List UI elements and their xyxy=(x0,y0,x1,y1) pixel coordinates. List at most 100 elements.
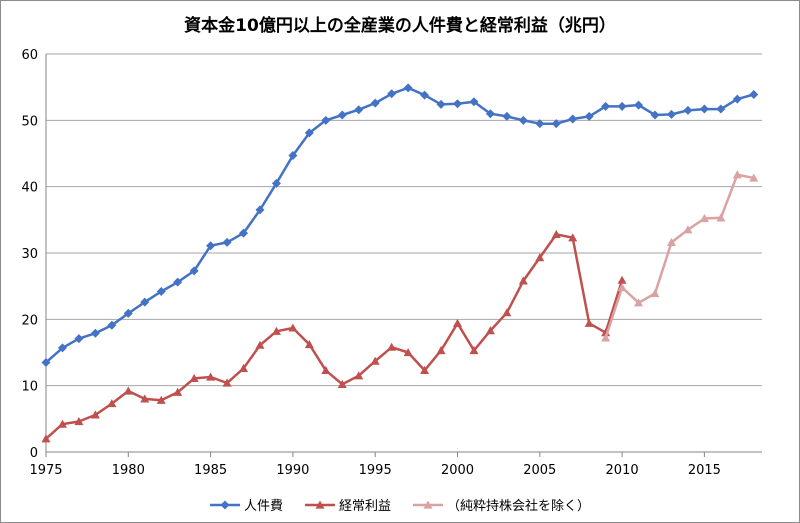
legend-swatch-0 xyxy=(209,500,240,509)
data-point-0 xyxy=(321,115,331,125)
data-point-0 xyxy=(354,105,364,115)
legend-item-2: （純粋持株会社を除く） xyxy=(413,495,590,514)
data-point-1 xyxy=(535,253,545,262)
data-point-0 xyxy=(173,277,183,287)
data-point-0 xyxy=(74,334,84,344)
data-point-1 xyxy=(485,326,495,335)
y-tick-label: 50 xyxy=(21,114,38,129)
data-point-2 xyxy=(650,288,660,298)
data-point-0 xyxy=(370,98,380,108)
data-point-0 xyxy=(666,109,676,119)
data-point-1 xyxy=(518,276,528,285)
data-point-1 xyxy=(140,394,150,403)
data-point-0 xyxy=(584,111,594,121)
data-point-1 xyxy=(74,416,84,426)
data-point-1 xyxy=(239,363,249,373)
x-tick-label: 2005 xyxy=(523,463,556,478)
data-point-1 xyxy=(255,340,265,349)
data-point-0 xyxy=(502,111,512,121)
data-point-0 xyxy=(90,328,100,338)
legend-label: （純粋持株会社を除く） xyxy=(447,499,591,514)
x-tick-label: 1985 xyxy=(194,463,227,478)
data-point-0 xyxy=(699,104,709,114)
x-tick-label: 1975 xyxy=(29,463,62,478)
data-point-0 xyxy=(650,110,660,120)
x-tick-label: 1995 xyxy=(359,463,392,478)
data-point-1 xyxy=(370,356,380,365)
data-point-0 xyxy=(716,104,726,114)
data-point-0 xyxy=(732,94,742,104)
data-point-2 xyxy=(683,225,693,234)
data-point-2 xyxy=(634,298,644,307)
data-point-1 xyxy=(173,387,183,396)
data-point-1 xyxy=(568,233,578,242)
x-tick-label: 2000 xyxy=(441,463,474,478)
data-point-0 xyxy=(749,89,759,99)
data-point-1 xyxy=(90,410,100,419)
data-point-2 xyxy=(617,282,627,292)
data-point-0 xyxy=(617,101,627,111)
data-point-0 xyxy=(107,320,117,330)
data-point-0 xyxy=(189,266,199,276)
data-point-0 xyxy=(156,286,166,296)
x-tick-label: 1980 xyxy=(112,463,145,478)
legend-label: 経常利益 xyxy=(338,499,391,514)
data-point-0 xyxy=(337,110,347,120)
data-point-0 xyxy=(387,89,397,99)
data-point-0 xyxy=(634,100,644,110)
data-point-0 xyxy=(239,228,249,238)
data-point-0 xyxy=(304,128,314,138)
data-point-2 xyxy=(732,170,742,179)
legend-label: 人件費 xyxy=(243,499,283,514)
data-point-2 xyxy=(716,213,726,222)
data-point-1 xyxy=(337,379,347,388)
data-point-1 xyxy=(420,365,430,375)
data-point-1 xyxy=(387,342,397,351)
data-point-2 xyxy=(699,214,709,223)
data-point-1 xyxy=(502,308,512,317)
series-line-0 xyxy=(45,86,755,364)
y-tick-label: 40 xyxy=(21,181,38,196)
data-point-0 xyxy=(452,99,462,109)
data-point-1 xyxy=(107,399,117,408)
data-point-0 xyxy=(41,357,51,367)
data-point-0 xyxy=(683,105,693,115)
data-point-0 xyxy=(469,97,479,107)
data-point-1 xyxy=(189,373,199,382)
data-point-1 xyxy=(452,318,462,327)
legend-item-0: 人件費 xyxy=(209,495,283,514)
data-point-0 xyxy=(551,119,561,129)
data-point-0 xyxy=(222,237,232,247)
data-point-1 xyxy=(469,346,479,355)
data-point-0 xyxy=(271,178,281,188)
series-line-1 xyxy=(45,233,624,440)
data-point-1 xyxy=(321,365,331,375)
data-point-1 xyxy=(617,275,627,284)
chart-title: 資本金10億円以上の全産業の人件費と経常利益（兆円） xyxy=(184,16,616,36)
data-point-0 xyxy=(436,99,446,109)
data-point-2 xyxy=(601,333,611,342)
data-point-1 xyxy=(551,229,561,239)
y-tick-label: 20 xyxy=(21,313,38,328)
data-point-0 xyxy=(568,114,578,124)
x-tick-label: 2010 xyxy=(606,463,639,478)
y-tick-label: 0 xyxy=(30,446,38,461)
data-point-0 xyxy=(518,115,528,125)
data-point-1 xyxy=(206,372,216,381)
data-point-0 xyxy=(485,109,495,119)
series-line-2 xyxy=(604,173,755,339)
legend-swatch-2 xyxy=(413,500,443,509)
legend-item-1: 経常利益 xyxy=(304,495,391,514)
data-point-0 xyxy=(420,90,430,100)
data-point-0 xyxy=(206,241,216,251)
data-point-0 xyxy=(57,343,67,353)
data-point-2 xyxy=(749,173,759,182)
data-point-1 xyxy=(288,323,298,332)
data-point-1 xyxy=(584,318,594,327)
data-point-1 xyxy=(436,346,446,355)
data-point-0 xyxy=(601,101,611,111)
data-point-1 xyxy=(403,348,413,357)
data-point-1 xyxy=(271,326,281,335)
data-point-1 xyxy=(354,371,364,380)
